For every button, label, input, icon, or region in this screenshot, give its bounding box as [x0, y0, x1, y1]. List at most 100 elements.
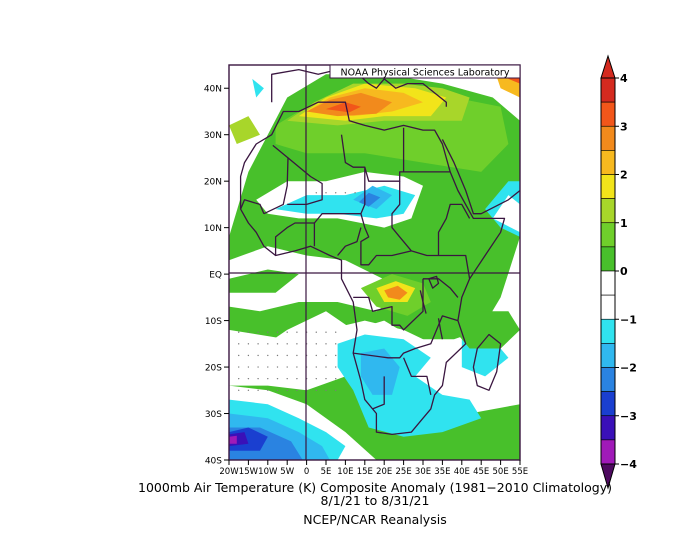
border-8: [438, 254, 471, 279]
colorbar-segment: [600, 198, 616, 224]
lon-tick-label: 0: [304, 467, 309, 477]
grid-dot: [276, 343, 279, 345]
grid-dot: [238, 377, 240, 380]
colorbar-label: 0: [620, 265, 628, 278]
grid-dot: [238, 343, 240, 345]
credit-box: [329, 64, 521, 79]
border-15: [313, 213, 361, 224]
credit-label: NOAA Physical Sciences Laboratory: [341, 68, 510, 79]
lat-tick-label: 20N: [204, 178, 222, 188]
lat-tick-label: 10N: [204, 224, 222, 234]
grid-dot: [325, 192, 327, 194]
shade-white-horn: [492, 195, 520, 233]
grid-dot: [335, 192, 337, 194]
date-range: 8/1/21 to 8/31/21: [320, 493, 430, 508]
grid-dot: [247, 354, 250, 357]
grid-dot: [238, 354, 240, 357]
border-17: [337, 227, 362, 256]
africa-coastline: [239, 101, 506, 436]
europe-coast: [271, 68, 447, 107]
lon-tick-label: 15E: [357, 467, 373, 477]
grid-dot: [257, 366, 259, 368]
colorbar-segment: [600, 270, 616, 296]
shade-green-eqw: [229, 269, 299, 293]
colorbar-segment: [600, 415, 616, 441]
anomaly-shading: [229, 65, 520, 460]
colorbar-segment: [600, 439, 616, 465]
colorbar-top-arrow: [600, 54, 616, 79]
grid-dot: [247, 343, 250, 345]
grid-dot: [325, 389, 327, 391]
grid-dot: [325, 366, 327, 368]
lat-tick-label: 10S: [205, 317, 222, 327]
colorbar-label: −3: [620, 410, 637, 423]
lake-malawi: [437, 318, 444, 340]
colorbar-segment: [600, 174, 616, 199]
dataset-label: NCEP/NCAR Reanalysis: [303, 512, 447, 527]
lat-tick-label: 20S: [205, 364, 222, 374]
ocean-dot-grid: [238, 192, 356, 391]
grid-dot: [335, 343, 337, 345]
madagascar: [472, 333, 502, 391]
colorbar-label: −2: [620, 362, 637, 375]
shade-positive-35: [326, 102, 361, 113]
latitude-axis: 40N 30N 20N 10N EQ 10S 20S 30S 40S: [204, 85, 229, 467]
shade-positive-congo-3: [384, 285, 408, 300]
border-3: [340, 127, 405, 182]
grid-dot: [257, 331, 259, 333]
grid-dot: [286, 366, 288, 368]
grid-dot: [267, 354, 269, 357]
colorbar-segment: [600, 391, 616, 417]
grid-dot: [286, 354, 288, 357]
grid-dot: [247, 389, 250, 391]
border-10: [353, 278, 424, 331]
shade-positive-ind: [454, 311, 520, 349]
lon-tick-label: 55E: [512, 467, 528, 477]
colorbar-label: 4: [620, 72, 628, 85]
grid-dot: [296, 389, 298, 391]
grid-dot: [257, 377, 259, 380]
grid-dot: [267, 343, 269, 345]
grid-dot: [315, 389, 317, 391]
grid-dot: [315, 366, 317, 368]
grid-dot: [247, 377, 250, 380]
colorbar-segment: [600, 222, 616, 248]
colorbar-segment: [600, 246, 616, 272]
map-panel: NOAA Physical Sciences Laboratory: [228, 64, 521, 461]
lat-tick-label: 30N: [204, 131, 222, 141]
grid-dot: [315, 354, 317, 357]
border-12: [372, 376, 385, 410]
lon-tick-label: 20E: [376, 467, 392, 477]
colorbar-label: −4: [620, 458, 637, 471]
grid-dot: [296, 354, 298, 357]
grid-dot: [315, 343, 317, 345]
lake-tanganyika: [419, 290, 427, 314]
lon-tick-label: 10E: [337, 467, 353, 477]
lon-tick-label: 25E: [396, 467, 412, 477]
colorbar-label: 2: [620, 169, 628, 182]
lon-tick-label: 30E: [415, 467, 431, 477]
lake-victoria: [428, 275, 440, 289]
colorbar-segment: [600, 77, 616, 103]
grid-dot: [247, 331, 250, 333]
colorbar: 4 3 2 1 0 −1 −2 −3 −4: [600, 54, 637, 490]
grid-dot: [267, 377, 269, 380]
border-13: [403, 357, 432, 396]
grid-dot: [315, 331, 317, 333]
shade-negative-south-1: [360, 348, 400, 395]
grid-dot: [276, 377, 279, 380]
grid-dot: [325, 354, 327, 357]
lon-tick-label: 5W: [280, 467, 294, 477]
shade-white-40n: [248, 65, 288, 89]
colorbar-label: 3: [620, 120, 628, 133]
grid-dot: [257, 389, 259, 391]
shade-white-eqw: [229, 246, 404, 312]
colorbar-segment: [600, 367, 616, 392]
lat-tick-label: 40S: [205, 457, 222, 467]
lon-tick-label: 50E: [493, 467, 509, 477]
lon-tick-label: 20W: [219, 467, 239, 477]
colorbar-segment: [600, 101, 616, 127]
lon-tick-label: 10W: [258, 467, 278, 477]
grid-dot: [325, 377, 327, 380]
grid-dot: [238, 366, 240, 368]
